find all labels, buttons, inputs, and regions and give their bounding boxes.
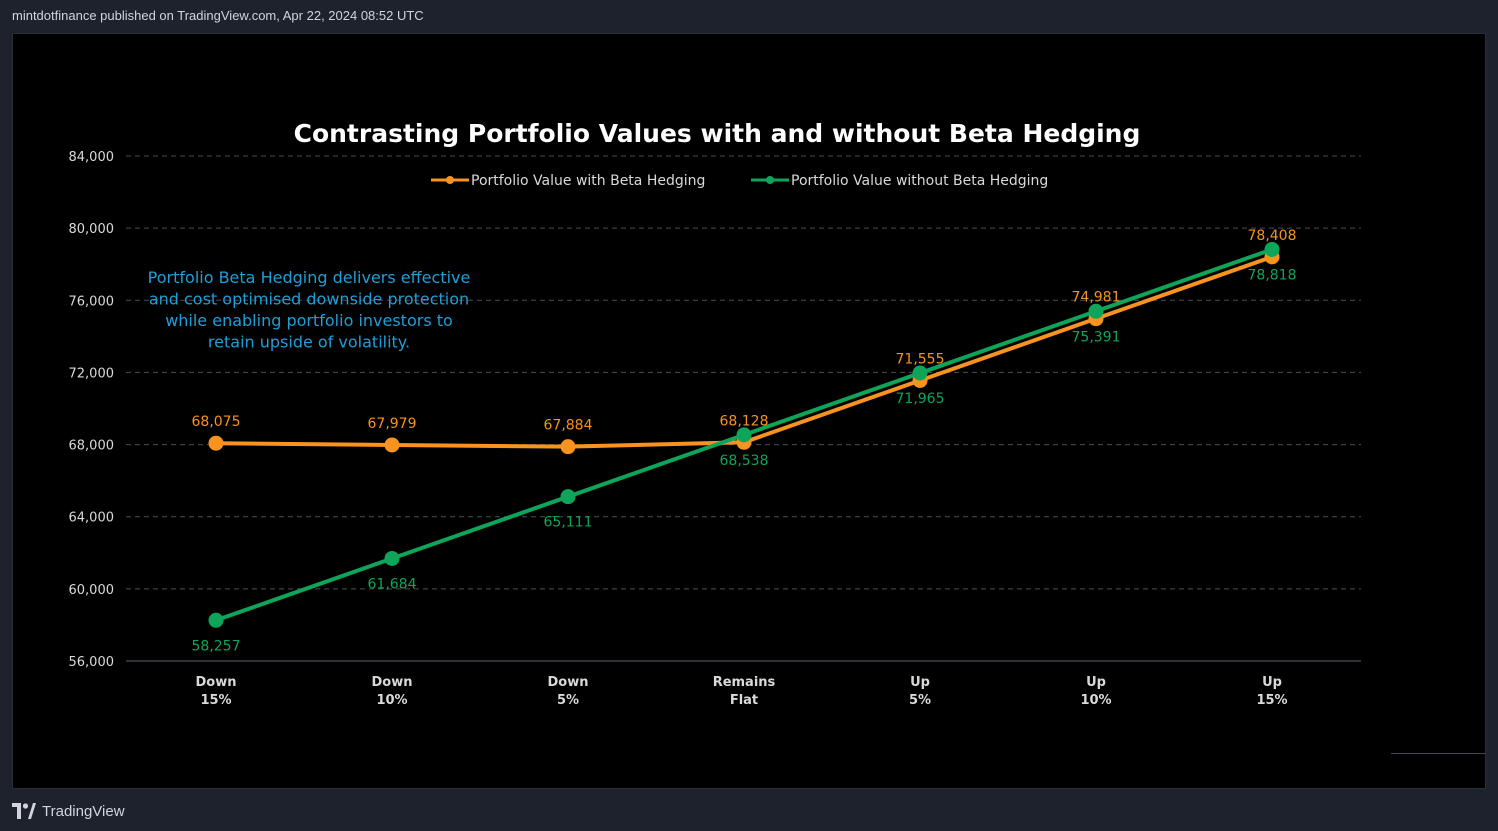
x-tick-label: Down [196, 675, 237, 690]
footer-brand: TradingView [12, 800, 125, 822]
y-tick-label: 76,000 [69, 294, 115, 309]
data-point [1088, 303, 1104, 319]
chart-title: Contrasting Portfolio Values with and wi… [294, 119, 1141, 148]
legend-label: Portfolio Value with Beta Hedging [471, 173, 705, 189]
data-point [912, 365, 928, 381]
annotation-line: Portfolio Beta Hedging delivers effectiv… [148, 268, 471, 287]
x-tick-label: Up [1262, 675, 1282, 690]
legend-swatch-marker [446, 176, 454, 184]
tradingview-logo-icon [12, 803, 36, 819]
data-point [208, 612, 224, 628]
y-tick-label: 64,000 [69, 511, 115, 526]
line-chart: Contrasting Portfolio Values with and wi… [69, 119, 1361, 708]
data-point [1264, 241, 1280, 257]
data-point [384, 550, 400, 566]
x-tick-label: 10% [1080, 693, 1111, 708]
y-tick-label: 84,000 [69, 150, 115, 165]
data-point [384, 437, 400, 453]
y-tick-label: 68,000 [69, 439, 115, 454]
data-label: 68,128 [720, 413, 769, 429]
annotation-line: retain upside of volatility. [208, 333, 410, 352]
published-header: mintdotfinance published on TradingView.… [12, 8, 424, 23]
data-label: 67,884 [544, 418, 593, 434]
data-label: 67,979 [368, 416, 417, 432]
data-point [560, 489, 576, 505]
legend-label: Portfolio Value without Beta Hedging [791, 173, 1048, 189]
data-point [736, 427, 752, 443]
chart-edge-line [1391, 753, 1486, 754]
x-tick-label: 15% [200, 693, 231, 708]
annotation-line: and cost optimised downside protection [149, 290, 469, 309]
data-label: 68,075 [192, 414, 241, 430]
data-label: 75,391 [1072, 329, 1121, 345]
x-tick-label: 10% [376, 693, 407, 708]
data-label: 74,981 [1072, 290, 1121, 306]
data-label: 61,684 [368, 576, 417, 592]
y-tick-label: 80,000 [69, 222, 115, 237]
footer-brand-text: TradingView [42, 802, 125, 820]
y-tick-label: 56,000 [69, 655, 115, 670]
data-label: 71,555 [896, 351, 945, 367]
y-tick-label: 72,000 [69, 366, 115, 381]
x-tick-label: Up [910, 675, 930, 690]
x-tick-label: Down [372, 675, 413, 690]
x-tick-label: 5% [557, 693, 579, 708]
annotation-line: while enabling portfolio investors to [165, 311, 453, 330]
data-point [208, 435, 224, 451]
y-tick-label: 60,000 [69, 583, 115, 598]
data-label: 78,818 [1248, 267, 1297, 283]
chart-frame: Contrasting Portfolio Values with and wi… [12, 33, 1486, 789]
x-tick-label: 5% [909, 693, 931, 708]
data-label: 58,257 [192, 638, 241, 654]
data-label: 71,965 [896, 391, 945, 407]
x-tick-label: Flat [730, 693, 758, 708]
x-tick-label: Remains [713, 675, 776, 690]
legend-swatch-marker [766, 176, 774, 184]
data-label: 65,111 [544, 515, 593, 531]
data-label: 78,408 [1248, 228, 1297, 244]
x-tick-label: 15% [1256, 693, 1287, 708]
x-tick-label: Down [548, 675, 589, 690]
data-point [560, 439, 576, 455]
x-tick-label: Up [1086, 675, 1106, 690]
data-label: 68,538 [720, 453, 769, 469]
